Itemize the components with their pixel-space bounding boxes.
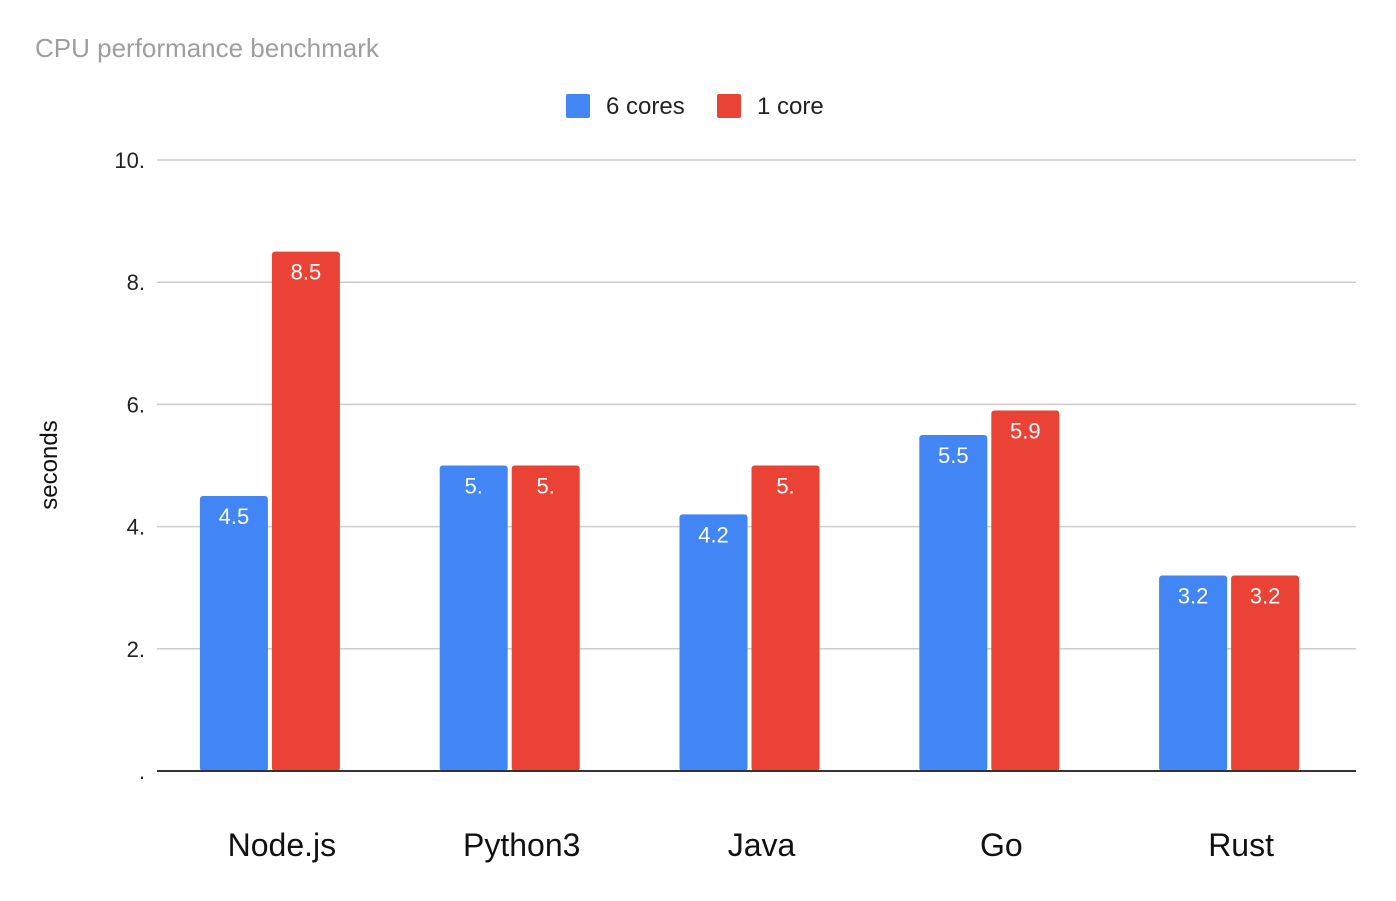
data-label: 5.9 (1010, 419, 1041, 444)
bar-java-6-cores (679, 514, 748, 771)
bar-python3-1-core (511, 465, 580, 771)
data-label: 4.2 (698, 522, 729, 547)
data-label: 3.2 (1250, 583, 1281, 608)
x-category-label: Rust (1208, 827, 1274, 863)
data-label: 5. (465, 474, 483, 499)
x-axis-categories: Node.js Python3 Java Go Rust (228, 827, 1274, 863)
y-tick-label-5: 10. (114, 148, 145, 173)
y-axis-title: seconds (36, 420, 63, 509)
data-labels: 4.5 8.5 5. 5. 4.2 5. 5.5 5.9 3.2 3.2 (219, 260, 1281, 609)
legend-label-0: 6 cores (606, 93, 685, 120)
chart-title: CPU performance benchmark (35, 33, 380, 63)
bar-node-js-1-core (271, 251, 340, 771)
bars (199, 251, 1300, 771)
data-label: 5.5 (938, 443, 969, 468)
legend-swatch-1 (717, 94, 741, 118)
y-tick-label-4: 8. (127, 270, 145, 295)
bar-python3-6-cores (439, 465, 508, 771)
bar-rust-6-cores (1159, 575, 1228, 771)
bar-node-js-6-cores (199, 496, 268, 771)
data-label: 5. (776, 474, 794, 499)
y-axis-ticks: . 2. 4. 6. 8. 10. (114, 148, 145, 784)
bar-go-1-core (991, 410, 1060, 771)
bar-go-6-cores (919, 434, 988, 771)
gridlines (157, 159, 1356, 650)
data-label: 3.2 (1178, 583, 1209, 608)
y-tick-label-3: 6. (127, 392, 145, 417)
y-tick-label-0: . (139, 759, 145, 784)
y-tick-label-1: 2. (127, 637, 145, 662)
x-category-label: Python3 (463, 827, 580, 863)
x-category-label: Java (728, 827, 796, 863)
x-category-label: Go (980, 827, 1023, 863)
bar-java-1-core (751, 465, 820, 771)
data-label: 4.5 (219, 504, 250, 529)
data-label: 8.5 (291, 260, 322, 285)
legend: 6 cores 1 core (566, 93, 824, 120)
bar-rust-1-core (1231, 575, 1300, 771)
legend-label-1: 1 core (757, 93, 824, 120)
y-tick-label-2: 4. (127, 515, 145, 540)
x-category-label: Node.js (228, 827, 337, 863)
legend-swatch-0 (566, 94, 590, 118)
data-label: 5. (537, 474, 555, 499)
